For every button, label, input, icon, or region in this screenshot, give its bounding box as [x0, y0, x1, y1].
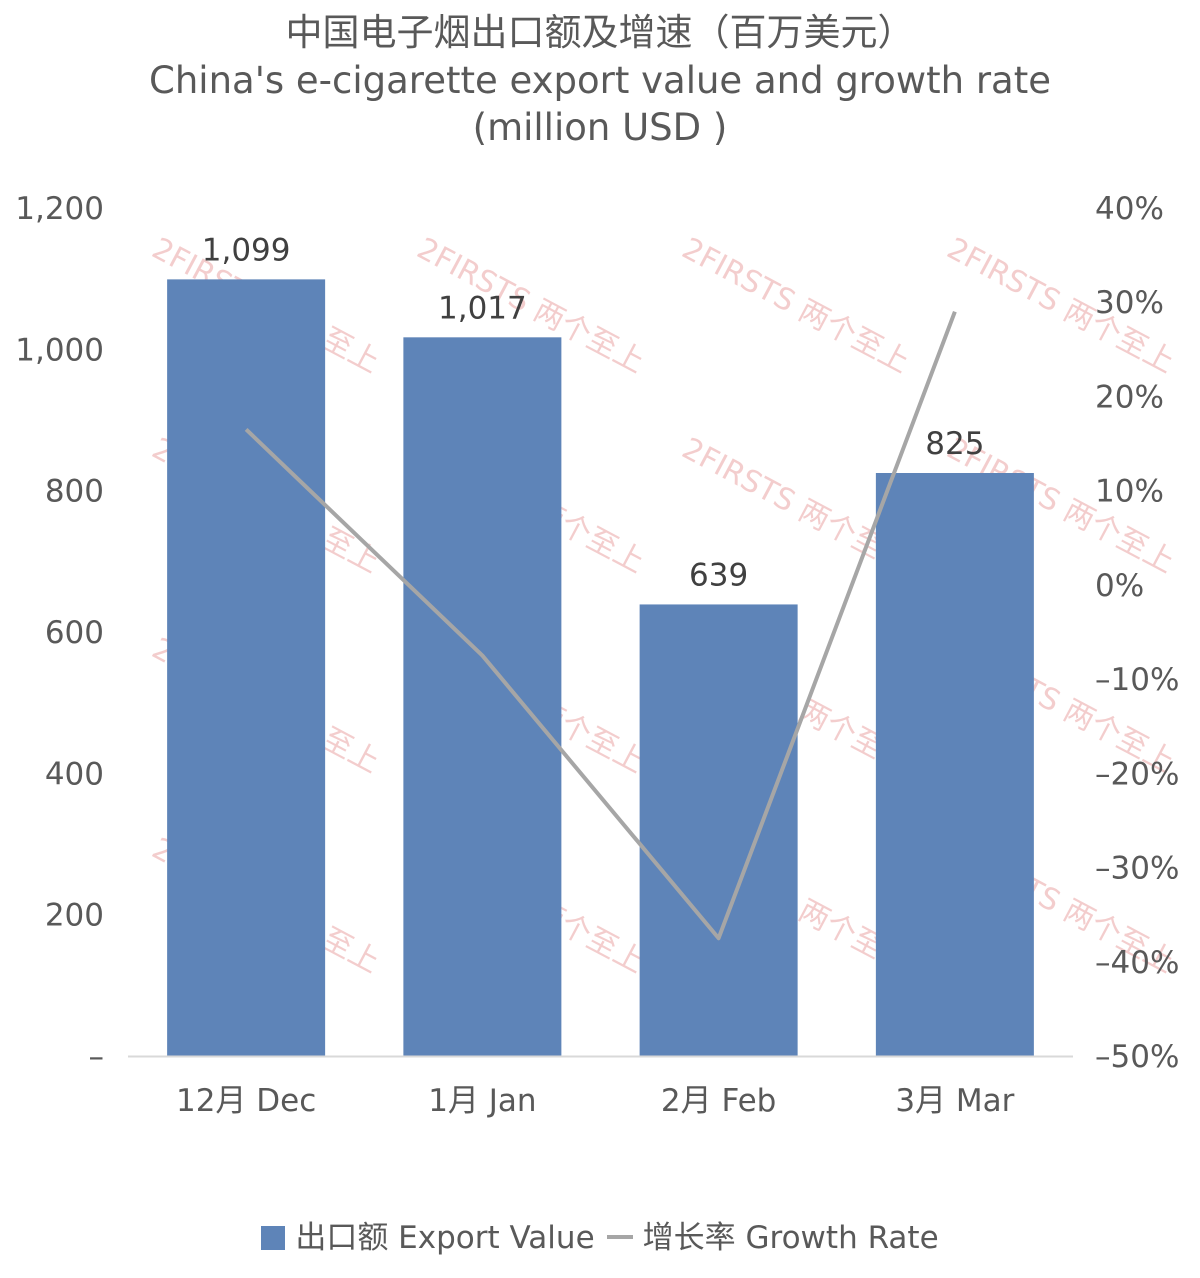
y-right-tick-label: –40%	[1095, 945, 1179, 981]
watermark-text: 2FIRSTS 两个至上	[676, 231, 915, 380]
chart-title-cn: 中国电子烟出口额及增速（百万美元）	[285, 11, 915, 54]
y-right-tick-label: –20%	[1095, 756, 1179, 792]
y-right-tick-label: –30%	[1095, 851, 1179, 887]
y-right-tick-label: 0%	[1095, 568, 1144, 604]
y-left-tick-label: 600	[45, 615, 104, 651]
y-left-tick-label: 1,200	[15, 191, 104, 227]
bar-0	[167, 279, 326, 1057]
bar-1	[403, 337, 562, 1056]
chart-title-unit: (million USD )	[472, 106, 728, 149]
x-tick-label: 3月 Mar	[895, 1083, 1014, 1119]
growth-rate-line	[244, 310, 957, 941]
y-right-tick-label: –10%	[1095, 662, 1179, 698]
bar-data-label: 1,017	[438, 290, 527, 326]
bar-data-label: 825	[925, 426, 984, 462]
x-tick-label: 1月 Jan	[428, 1083, 536, 1119]
y-right-tick-label: 20%	[1095, 379, 1164, 415]
bar-data-label: 639	[689, 557, 748, 593]
chart-title-en: China's e-cigarette export value and gro…	[149, 59, 1051, 102]
y-left-tick-label: –	[89, 1039, 105, 1075]
bar-data-label: 1,099	[202, 232, 291, 268]
y-left-tick-label: 200	[45, 898, 104, 934]
legend-line-label: 增长率 Growth Rate	[642, 1220, 939, 1256]
y-right-tick-label: –50%	[1095, 1039, 1179, 1075]
bar-3	[875, 473, 1034, 1056]
bar-2	[639, 604, 798, 1056]
legend-bar-label: 出口额 Export Value	[295, 1220, 595, 1256]
y-left-tick-label: 400	[45, 756, 104, 792]
y-left-tick-label: 800	[45, 474, 104, 510]
legend-bar-swatch	[261, 1226, 286, 1250]
y-right-tick-label: 10%	[1095, 474, 1164, 510]
chart-legend: 出口额 Export Value 增长率 Growth Rate	[0, 1212, 1200, 1257]
y-right-tick-label: 30%	[1095, 285, 1164, 321]
y-right-tick-label: 40%	[1095, 191, 1164, 227]
legend-line-swatch	[606, 1235, 633, 1239]
x-tick-label: 12月 Dec	[176, 1083, 316, 1119]
y-left-tick-label: 1,000	[15, 332, 104, 368]
x-tick-label: 2月 Feb	[661, 1083, 776, 1119]
